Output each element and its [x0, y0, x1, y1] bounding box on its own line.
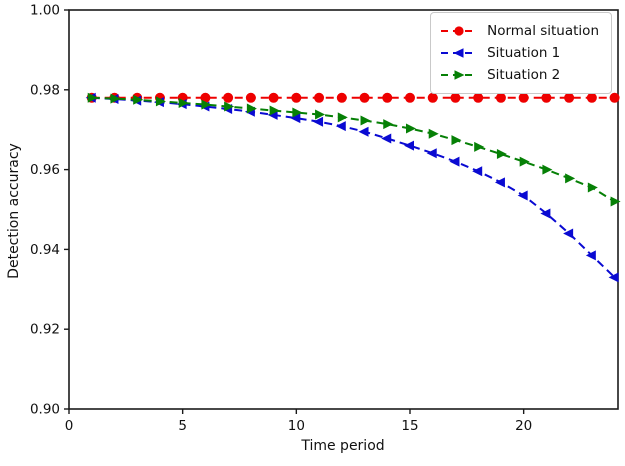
data-point-circle	[495, 92, 506, 103]
legend-sample-glyph	[441, 48, 478, 58]
data-point-triangle-left	[540, 208, 551, 219]
data-point-triangle-left	[290, 113, 301, 124]
data-point-triangle-left	[494, 177, 505, 188]
data-point-circle	[564, 92, 575, 103]
legend-entry: Situation 1	[440, 42, 599, 64]
data-point-circle	[473, 92, 484, 103]
y-tick-label: 0.92	[30, 322, 60, 338]
data-point-triangle-right	[337, 112, 348, 123]
legend-entry: Situation 2	[440, 64, 599, 86]
data-point-circle	[450, 92, 461, 103]
data-point-triangle-right	[133, 94, 144, 105]
x-tick-label: 15	[401, 418, 418, 434]
data-point-triangle-left	[381, 133, 392, 144]
data-point-circle	[427, 92, 438, 103]
legend-sample-glyph	[441, 70, 478, 80]
data-point-triangle-right	[496, 149, 507, 160]
legend-entry: Normal situation	[440, 20, 599, 42]
y-tick-label: 0.94	[30, 242, 60, 258]
data-point-circle	[382, 92, 393, 103]
data-point-triangle-right	[315, 109, 326, 120]
data-point-circle	[291, 92, 302, 103]
legend-sample-marker	[454, 70, 465, 80]
data-point-triangle-right	[224, 101, 235, 112]
x-tick-label: 10	[288, 418, 305, 434]
y-tick-label: 0.96	[30, 162, 60, 178]
series-situation-1	[85, 92, 619, 283]
data-point-triangle-right	[87, 92, 98, 103]
x-axis-label: Time period	[301, 438, 385, 454]
data-point-triangle-right	[201, 99, 212, 110]
data-point-triangle-right	[178, 97, 189, 108]
data-point-triangle-right	[474, 141, 485, 152]
data-point-circle	[245, 92, 256, 103]
legend-sample-situation-2	[440, 68, 478, 82]
data-point-circle	[609, 92, 620, 103]
data-point-triangle-right	[292, 107, 303, 118]
data-point-circle	[314, 92, 325, 103]
legend-sample-marker	[453, 48, 464, 58]
data-point-triangle-right	[269, 105, 280, 116]
data-point-triangle-left	[403, 140, 414, 151]
series-situation-2	[87, 92, 621, 207]
legend-sample-marker	[454, 26, 464, 36]
x-axis-ticks: 0 5 10 15 20	[65, 409, 532, 434]
data-point-circle	[336, 92, 347, 103]
data-point-circle	[404, 92, 415, 103]
legend-sample-situation-1	[440, 46, 478, 60]
data-point-triangle-right	[519, 156, 530, 167]
data-point-triangle-left	[563, 228, 574, 239]
x-tick-label: 0	[65, 418, 74, 434]
data-point-triangle-left	[449, 156, 460, 167]
legend: Normal situation Situation 1 Situation 2	[430, 12, 612, 94]
data-point-triangle-left	[358, 126, 369, 137]
legend-label: Normal situation	[487, 23, 599, 39]
y-tick-label: 0.98	[30, 82, 60, 98]
series-normal-situation	[86, 92, 620, 103]
data-point-triangle-right	[383, 119, 394, 130]
data-point-circle	[518, 92, 529, 103]
data-point-triangle-left	[517, 190, 528, 201]
data-point-triangle-left	[335, 121, 346, 132]
data-point-triangle-right	[155, 96, 166, 107]
series-line-situation-1	[91, 96, 616, 279]
data-point-triangle-left	[426, 148, 437, 159]
data-point-triangle-left	[472, 166, 483, 177]
data-point-triangle-right	[110, 93, 121, 104]
data-point-triangle-right	[246, 103, 257, 114]
data-point-triangle-right	[451, 135, 462, 146]
y-tick-label: 1.00	[30, 3, 60, 19]
data-point-triangle-left	[585, 250, 596, 261]
legend-label: Situation 1	[487, 45, 561, 61]
x-tick-label: 5	[178, 418, 187, 434]
data-point-triangle-right	[542, 164, 553, 175]
series-line-situation-2	[91, 96, 616, 203]
data-point-triangle-left	[313, 116, 324, 127]
y-axis-label: Detection accuracy	[6, 143, 22, 279]
y-axis-ticks: 0.90 0.92 0.94 0.96 0.98 1.00	[30, 3, 69, 418]
legend-sample-normal-situation	[440, 24, 478, 38]
data-point-circle	[200, 92, 211, 103]
data-point-triangle-right	[405, 123, 416, 134]
data-point-circle	[586, 92, 597, 103]
y-tick-label: 0.90	[30, 402, 60, 418]
data-point-circle	[359, 92, 370, 103]
data-point-triangle-right	[587, 182, 598, 193]
data-point-circle	[541, 92, 552, 103]
data-point-triangle-right	[610, 196, 621, 207]
x-tick-label: 20	[515, 418, 532, 434]
data-point-triangle-left	[608, 272, 619, 283]
legend-label: Situation 2	[487, 67, 561, 83]
plot-border	[68, 9, 619, 410]
data-point-circle	[223, 92, 234, 103]
data-point-triangle-right	[360, 115, 371, 126]
data-point-circle	[268, 92, 279, 103]
legend-sample-glyph	[441, 26, 478, 36]
data-point-triangle-right	[428, 128, 439, 139]
data-point-triangle-right	[565, 173, 576, 184]
